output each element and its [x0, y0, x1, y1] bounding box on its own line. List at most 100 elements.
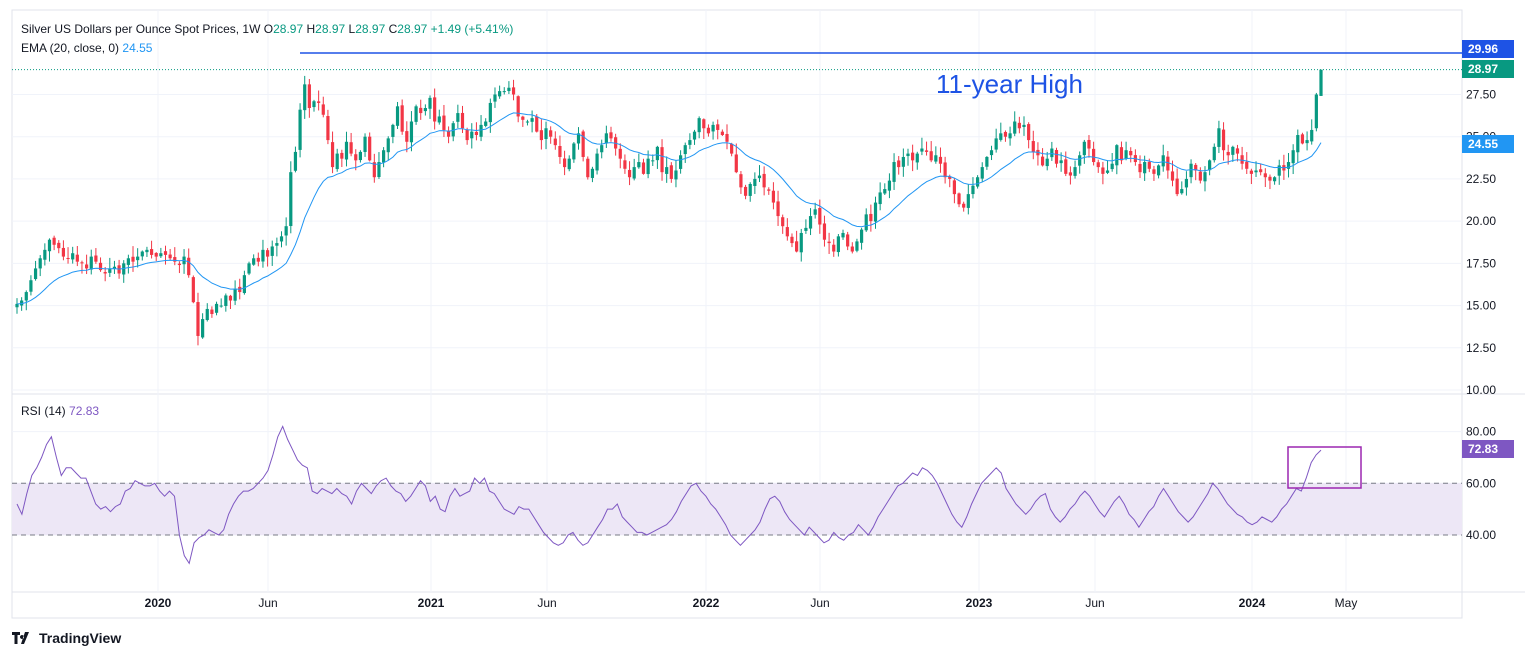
time-axis[interactable]: 2020 Jun 2021 Jun 2022 Jun 2023 Jun 2024 May	[145, 596, 1358, 610]
rsi-highlight-box	[1287, 446, 1362, 489]
candle-body	[938, 156, 943, 164]
candle-body	[1263, 173, 1267, 178]
candle-body	[71, 253, 75, 260]
price-tick-label: 12.50	[1466, 341, 1496, 355]
candle-body	[368, 136, 372, 161]
candle-body	[1300, 134, 1305, 144]
candle-body	[688, 140, 692, 145]
candle-body	[224, 295, 228, 306]
candle-body	[89, 256, 93, 270]
candle-body	[646, 158, 650, 175]
candle-body	[692, 131, 697, 140]
ema-line	[16, 112, 1322, 305]
candle-body	[637, 162, 641, 168]
candle-body	[502, 91, 506, 93]
candle-body	[252, 258, 256, 265]
candle-body	[957, 193, 961, 205]
candle-body	[335, 153, 339, 170]
candle-body	[730, 143, 734, 154]
change-value: +1.49 (+5.41%)	[430, 22, 514, 36]
candle-body	[344, 141, 349, 160]
candle-body	[409, 121, 414, 143]
candle-body	[289, 172, 293, 227]
candle-body	[43, 249, 47, 260]
tradingview-logo[interactable]: TradingView	[12, 630, 121, 646]
candle-body	[372, 162, 376, 178]
candle-body	[391, 124, 395, 137]
candle-body	[1319, 69, 1323, 96]
candle-body	[655, 146, 659, 161]
candle-body	[15, 303, 19, 308]
candle-body	[187, 257, 191, 276]
rsi-legend[interactable]: RSI (14) 72.83	[21, 404, 99, 418]
candle-body	[312, 101, 316, 108]
candle-body	[808, 216, 813, 229]
candle-body	[832, 244, 836, 252]
candle-body	[1027, 124, 1031, 141]
candle-body	[846, 234, 850, 247]
candle-body	[1045, 158, 1049, 167]
last-price-tag: 28.97	[1462, 60, 1514, 78]
price-tick-label: 15.00	[1466, 299, 1496, 313]
candle-body	[795, 241, 799, 252]
candle-body	[460, 112, 465, 129]
candle-body	[1180, 189, 1184, 194]
candle-body	[293, 151, 298, 171]
candle-body	[33, 268, 38, 280]
price-axis[interactable]: 10.0012.5015.0017.5020.0022.5025.0027.50…	[1466, 87, 1496, 542]
candle-body	[618, 148, 622, 159]
candle-body	[822, 223, 827, 240]
candle-body	[1054, 149, 1059, 164]
candle-body	[1184, 178, 1189, 188]
candle-body	[173, 257, 177, 262]
ema-legend[interactable]: EMA (20, close, 0) 24.55	[21, 41, 152, 55]
candle-body	[47, 239, 52, 252]
candle-body	[767, 189, 771, 191]
candle-body	[1226, 151, 1230, 156]
time-tick-label: 2021	[418, 596, 445, 610]
candle-body	[317, 101, 321, 103]
candle-body	[1124, 150, 1128, 159]
candle-body	[841, 232, 845, 238]
candle-body	[1203, 172, 1207, 182]
candle-body	[205, 308, 209, 321]
time-tick-label: Jun	[1085, 596, 1104, 610]
candle-body	[725, 133, 729, 142]
time-tick-label: Jun	[537, 596, 556, 610]
candle-body	[632, 167, 636, 179]
candle-body	[386, 138, 390, 153]
candle-body	[428, 97, 432, 109]
candle-body	[340, 152, 344, 159]
candle-body	[377, 162, 381, 178]
candle-body	[474, 131, 479, 136]
candle-body	[1296, 135, 1300, 153]
candle-body	[1240, 155, 1244, 164]
candle-series[interactable]	[15, 69, 1323, 346]
candle-body	[233, 288, 237, 301]
close-value: 28.97	[397, 22, 428, 36]
time-tick-label: 2022	[693, 596, 720, 610]
tradingview-logo-icon	[12, 632, 29, 644]
candle-body	[1101, 167, 1105, 174]
candle-body	[516, 96, 520, 117]
candle-body	[201, 319, 205, 338]
candle-body	[702, 119, 706, 129]
candle-body	[1268, 176, 1272, 181]
candle-body	[265, 250, 270, 257]
candle-body	[247, 263, 251, 274]
candle-body	[985, 156, 989, 167]
candle-body	[1272, 177, 1277, 182]
candle-body	[1231, 146, 1235, 155]
candle-body	[804, 227, 808, 231]
candle-body	[29, 280, 33, 292]
candle-body	[1212, 146, 1216, 161]
symbol-legend[interactable]: Silver US Dollars per Ounce Spot Prices,…	[21, 22, 513, 36]
candle-body	[191, 277, 195, 303]
candle-body	[706, 127, 711, 134]
candle-body	[24, 292, 28, 301]
candle-body	[836, 236, 840, 253]
candle-body	[423, 108, 427, 112]
candle-body	[196, 302, 200, 336]
candle-body	[743, 186, 748, 196]
